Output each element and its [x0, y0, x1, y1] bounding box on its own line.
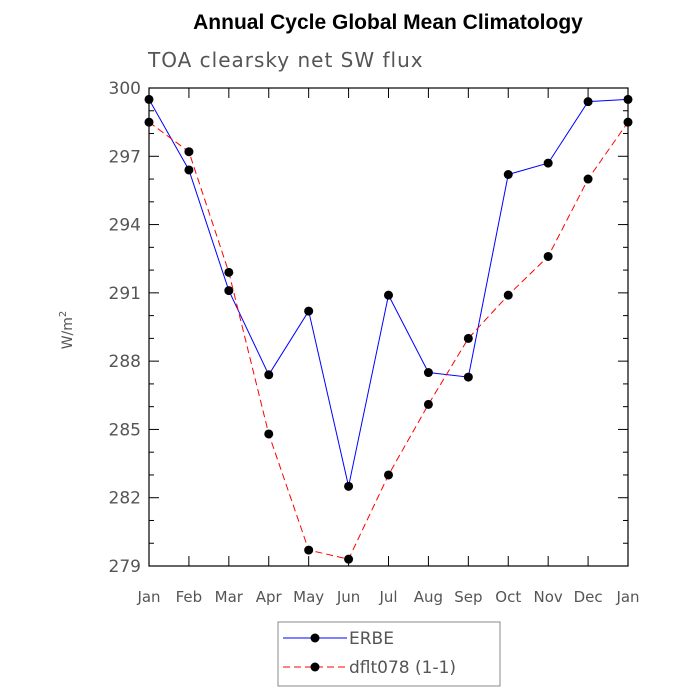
- y-axis-label-superscript: 2: [58, 311, 69, 317]
- data-point-dflt078: [304, 545, 314, 555]
- legend-label-dflt078: dflt078 (1-1): [349, 658, 456, 678]
- data-point-dflt078: [623, 117, 633, 127]
- data-point-erbe: [144, 94, 154, 104]
- data-point-dflt078: [144, 117, 154, 127]
- legend: ERBE dflt078 (1-1): [277, 621, 501, 687]
- y-tick-label: 291: [109, 284, 141, 304]
- y-tick-label: 294: [109, 216, 141, 236]
- x-tick-label: Feb: [176, 588, 203, 606]
- y-tick-label: 297: [109, 147, 141, 167]
- chart-subtitle: TOA clearsky net SW flux: [147, 48, 424, 72]
- x-tick-label: Aug: [414, 588, 443, 606]
- x-tick-label: Jul: [378, 588, 397, 606]
- x-tick-label: Nov: [534, 588, 563, 606]
- data-point-erbe: [543, 158, 553, 168]
- data-point-erbe: [423, 368, 433, 378]
- data-point-dflt078: [264, 429, 274, 439]
- data-point-dflt078: [224, 267, 234, 277]
- y-axis-label: W/m2: [58, 311, 76, 350]
- data-point-dflt078: [344, 554, 354, 564]
- data-point-erbe: [623, 94, 633, 104]
- data-point-erbe: [224, 286, 234, 296]
- x-tick-label: Oct: [495, 588, 521, 606]
- data-point-dflt078: [423, 399, 433, 409]
- y-tick-label: 285: [109, 420, 141, 440]
- y-tick-label: 288: [109, 352, 141, 372]
- data-point-erbe: [344, 481, 354, 491]
- data-point-erbe: [463, 372, 473, 382]
- legend-marker-erbe: [310, 633, 320, 643]
- data-point-erbe: [184, 165, 194, 175]
- y-tick-label: 300: [109, 79, 141, 99]
- data-point-erbe: [503, 169, 513, 179]
- data-point-dflt078: [583, 174, 593, 184]
- data-point-dflt078: [503, 290, 513, 300]
- data-point-erbe: [583, 97, 593, 107]
- x-tick-label: Mar: [215, 588, 244, 606]
- x-tick-label: Sep: [454, 588, 482, 606]
- plot-frame: [148, 87, 629, 567]
- chart-title: Annual Cycle Global Mean Climatology: [193, 11, 583, 34]
- data-point-dflt078: [384, 470, 393, 480]
- plot-area: 279 282 285 288 291 294 297 300 Jan Feb Mar Apr May J…: [109, 79, 640, 606]
- x-tick-label: Dec: [574, 588, 603, 606]
- data-point-dflt078: [463, 333, 473, 343]
- x-tick-label: Apr: [256, 588, 283, 606]
- data-point-erbe: [264, 370, 274, 380]
- y-tick-label: 279: [109, 557, 141, 577]
- data-point-dflt078: [543, 251, 553, 261]
- legend-box: [277, 621, 501, 687]
- data-point-erbe: [384, 290, 393, 300]
- data-point-dflt078: [184, 147, 194, 157]
- x-tick-label: Jun: [336, 588, 360, 606]
- x-tick-label: Jan: [615, 588, 639, 606]
- y-axis-label-unit: W/m: [60, 317, 76, 349]
- x-tick-label: Jan: [136, 588, 160, 606]
- legend-marker-dflt078: [310, 662, 320, 672]
- legend-label-erbe: ERBE: [349, 629, 394, 649]
- x-tick-label: May: [293, 588, 324, 606]
- series-line-dflt078: [148, 121, 629, 560]
- y-tick-label: 282: [109, 489, 141, 509]
- data-point-erbe: [304, 306, 314, 316]
